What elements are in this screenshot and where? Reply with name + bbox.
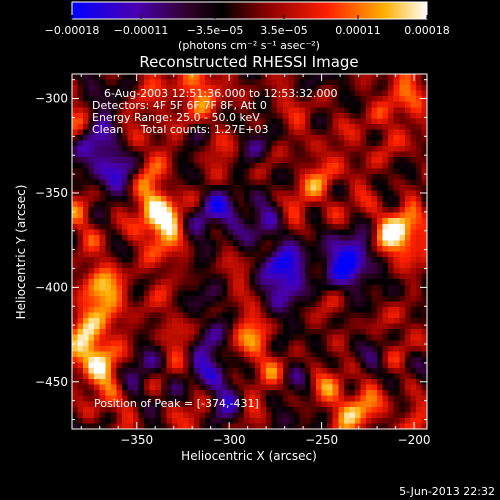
colorbar-gradient xyxy=(71,1,428,20)
x-tick-label: −200 xyxy=(398,433,431,447)
x-tick-label: −250 xyxy=(305,433,338,447)
annotation-energy-range: Energy Range: 25.0 - 50.0 keV xyxy=(92,111,260,124)
plot-frame xyxy=(71,73,428,430)
x-tick-label: −350 xyxy=(120,433,153,447)
colorbar-tick-label: 0.00011 xyxy=(335,24,381,37)
colorbar-ticks: −0.00018 −0.00011 −3.5e−05 3.5e−05 0.00011 0.… xyxy=(45,15,450,37)
colorbar: −0.00018 −0.00011 −3.5e−05 3.5e−05 0.00011 0.… xyxy=(45,1,450,52)
y-tick-label: −350 xyxy=(35,186,68,200)
x-tick-label: −300 xyxy=(213,433,246,447)
y-axis: −300 −350 −400 −450 xyxy=(35,79,427,421)
peak-position-label: Position of Peak = [-374,-431] xyxy=(94,397,259,410)
annotation-clean-counts: Clean Total counts: 1.27E+03 xyxy=(92,123,269,136)
heatmap-raster xyxy=(72,74,427,429)
y-axis-label: Heliocentric Y (arcsec) xyxy=(14,185,28,320)
annotation-time-range: 6-Aug-2003 12:51:36.000 to 12:53:32.000 xyxy=(104,87,338,100)
y-tick-label: −450 xyxy=(35,375,68,389)
x-axis-label: Heliocentric X (arcsec) xyxy=(181,449,317,463)
y-tick-label: −400 xyxy=(35,280,68,294)
footer-date: 5-Jun-2013 22:32 xyxy=(399,485,495,498)
x-axis: −350 −300 −250 −200 xyxy=(80,74,431,447)
colorbar-tick-label: −0.00018 xyxy=(45,24,100,37)
chart-title: Reconstructed RHESSI Image xyxy=(139,53,358,71)
colorbar-tick-label: −0.00011 xyxy=(114,24,169,37)
annotation-block: 6-Aug-2003 12:51:36.000 to 12:53:32.000 … xyxy=(92,87,338,136)
colorbar-unit-label: (photons cm⁻² s⁻¹ asec⁻²) xyxy=(178,39,320,52)
heatmap-image xyxy=(72,74,427,429)
annotation-detectors: Detectors: 4F 5F 6F 7F 8F, Att 0 xyxy=(92,99,267,112)
colorbar-tick-label: 0.00018 xyxy=(404,24,450,37)
colorbar-tick-label: −3.5e−05 xyxy=(187,24,244,37)
colorbar-tick-label: 3.5e−05 xyxy=(260,24,307,37)
y-tick-label: −300 xyxy=(35,92,68,106)
